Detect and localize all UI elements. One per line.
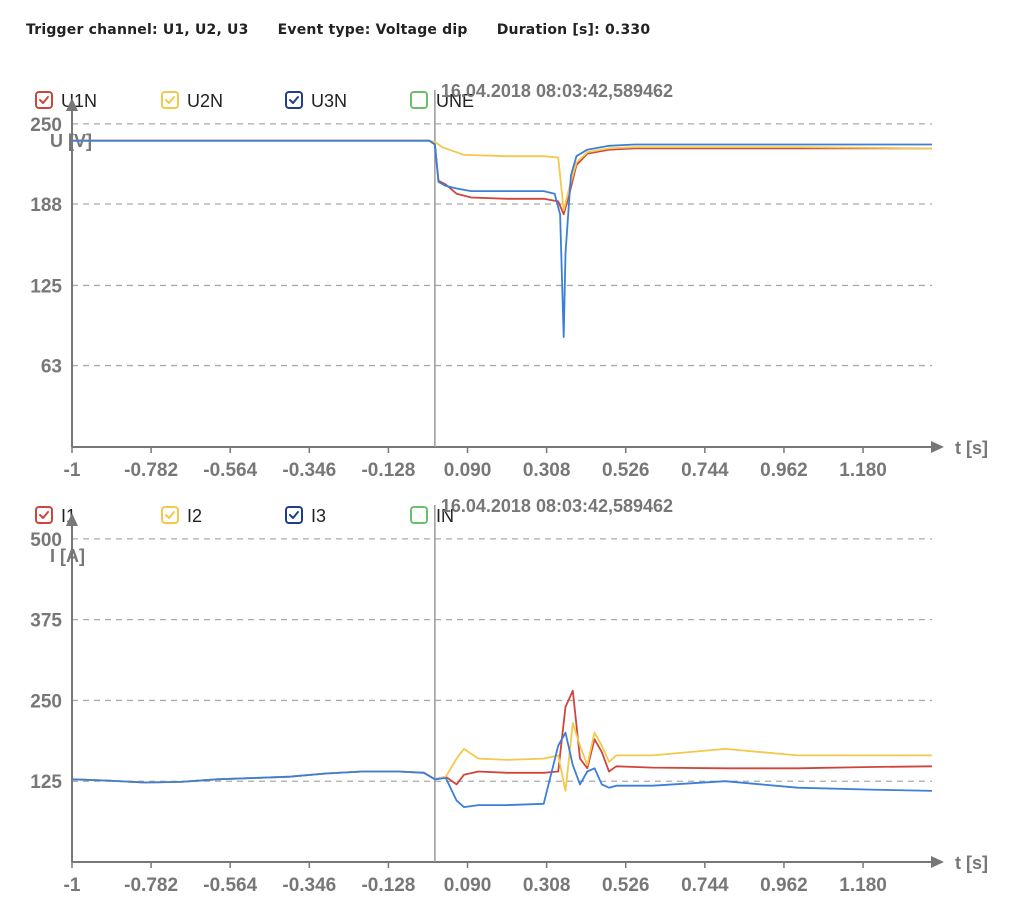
x-tick-label: 0.308 xyxy=(523,875,571,895)
x-tick-label: 0.744 xyxy=(681,875,729,895)
checkmark-icon xyxy=(39,96,49,104)
x-axis-arrow-icon xyxy=(931,856,944,868)
legend-label: IN xyxy=(436,506,454,526)
x-tick-label: -0.564 xyxy=(203,460,257,480)
x-tick-label: -0.782 xyxy=(124,460,178,480)
y-tick-label: 500 xyxy=(30,530,62,551)
x-tick-label: -0.564 xyxy=(203,875,257,895)
x-tick-label: 0.526 xyxy=(602,460,650,480)
legend-checkbox-icon xyxy=(161,506,179,524)
current-series-i3-line xyxy=(71,731,933,808)
x-tick-label: -1 xyxy=(64,875,81,895)
y-tick-label: 250 xyxy=(30,691,62,712)
voltage-series-u3n-line xyxy=(72,139,932,338)
voltage-legend-item-u3n[interactable]: U3N xyxy=(285,91,347,111)
event-type-text: Event type: Voltage dip xyxy=(277,22,468,38)
voltage-legend-item-u2n[interactable]: U2N xyxy=(161,91,223,111)
legend-label: UNE xyxy=(436,91,474,111)
legend-label: U3N xyxy=(311,91,347,111)
current-y-axis-title: I [A] xyxy=(50,546,85,566)
x-tick-label: 0.308 xyxy=(523,460,571,480)
voltage-legend-item-u1n[interactable]: U1N xyxy=(35,91,97,111)
voltage-legend-item-une[interactable]: UNE xyxy=(410,91,474,111)
y-tick-label: 375 xyxy=(30,611,62,632)
legend-checkbox-icon xyxy=(410,506,428,524)
y-axis-arrow-icon xyxy=(66,513,78,526)
x-tick-label: 0.526 xyxy=(602,875,650,895)
y-tick-label: 125 xyxy=(30,276,62,297)
legend-checkbox-icon xyxy=(285,506,303,524)
x-tick-label: 1.180 xyxy=(839,875,887,895)
voltage-trigger-timestamp: 16.04.2018 08:03:42,589462 xyxy=(441,81,673,101)
legend-checkbox-icon xyxy=(35,91,53,109)
current-legend-item-in[interactable]: IN xyxy=(410,506,454,526)
x-axis-arrow-icon xyxy=(931,441,944,453)
x-tick-label: 0.962 xyxy=(760,875,808,895)
current-legend-item-i3[interactable]: I3 xyxy=(285,506,326,526)
current-trigger-timestamp: 16.04.2018 08:03:42,589462 xyxy=(441,496,673,516)
x-tick-label: 1.180 xyxy=(839,460,887,480)
x-tick-label: 0.090 xyxy=(444,460,492,480)
y-tick-label: 125 xyxy=(30,772,62,793)
x-tick-label: 0.962 xyxy=(760,460,808,480)
legend-checkbox-icon xyxy=(285,91,303,109)
x-tick-label: -1 xyxy=(64,460,81,480)
checkmark-icon xyxy=(289,96,299,104)
current-x-axis-title: t [s] xyxy=(955,853,988,873)
y-axis-arrow-icon xyxy=(66,98,78,111)
voltage-x-axis-title: t [s] xyxy=(955,438,988,458)
current-legend-item-i2[interactable]: I2 xyxy=(161,506,202,526)
x-tick-label: -0.346 xyxy=(282,460,336,480)
checkmark-icon xyxy=(165,96,175,104)
x-tick-label: -0.128 xyxy=(361,460,415,480)
x-tick-label: 0.744 xyxy=(681,460,729,480)
checkmark-icon xyxy=(289,511,299,519)
y-tick-label: 63 xyxy=(41,357,62,378)
legend-checkbox-icon xyxy=(35,506,53,524)
x-tick-label: -0.782 xyxy=(124,875,178,895)
x-tick-label: 0.090 xyxy=(444,875,492,895)
checkmark-icon xyxy=(165,511,175,519)
voltage-series-u2n-line xyxy=(72,139,933,212)
legend-label: U2N xyxy=(187,91,223,111)
legend-label: I3 xyxy=(311,506,326,526)
trigger-channel-text: Trigger channel: U1, U2, U3 xyxy=(26,22,249,38)
legend-label: I2 xyxy=(187,506,202,526)
current-series-i1-line xyxy=(71,689,933,786)
legend-label: U1N xyxy=(61,91,97,111)
legend-checkbox-icon xyxy=(410,91,428,109)
x-tick-label: -0.128 xyxy=(361,875,415,895)
legend-checkbox-icon xyxy=(161,91,179,109)
duration-text: Duration [s]: 0.330 xyxy=(496,22,651,38)
voltage-series-u1n-line xyxy=(72,139,932,216)
checkmark-icon xyxy=(39,511,49,519)
event-info-bar: Trigger channel: U1, U2, U3 Event type: … xyxy=(26,22,674,38)
y-tick-label: 250 xyxy=(30,115,62,136)
x-tick-label: -0.346 xyxy=(282,875,336,895)
y-tick-label: 188 xyxy=(30,195,62,216)
